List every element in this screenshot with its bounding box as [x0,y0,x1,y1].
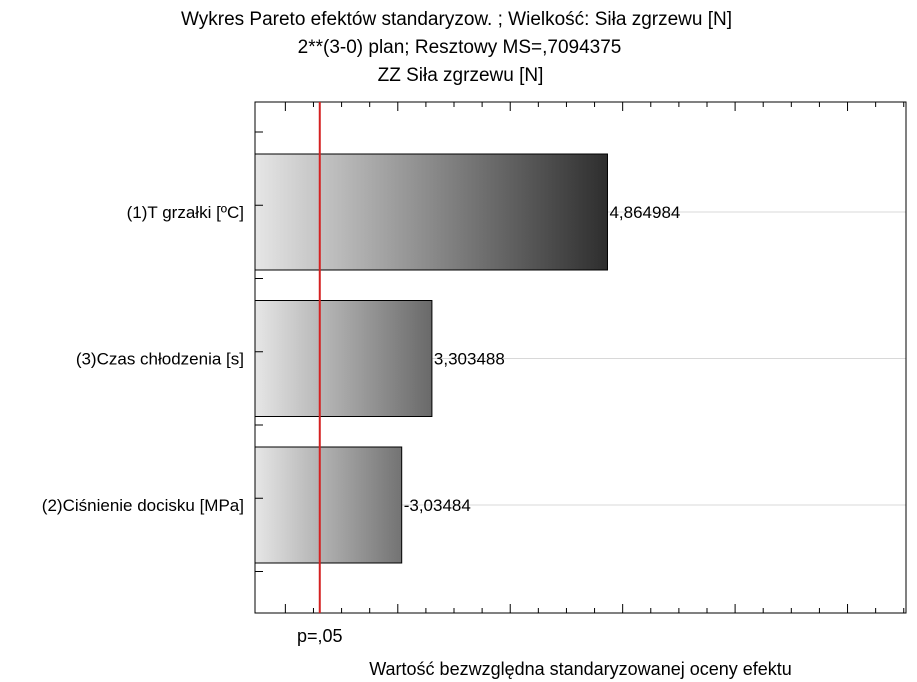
bar [254,153,608,271]
chart-title-line-2: 2**(3-0) plan; Resztowy MS=,7094375 [297,37,622,58]
chart-title-line-1: Wykres Pareto efektów standaryzow. ; Wie… [180,9,733,30]
bar [254,300,433,417]
significance-label: p=,05 [297,626,343,646]
bar-value-label: -3,03484 [404,496,471,515]
bar-value-label: 4,864984 [609,203,680,222]
category-label: (2)Ciśnienie docisku [MPa] [42,496,244,515]
category-label: (3)Czas chłodzenia [s] [76,350,244,369]
ticks [255,102,905,613]
plot-frame [254,101,907,614]
bar-value-label: 3,303488 [434,350,505,369]
chart-title-line-3: ZZ Siła zgrzewu [N] [377,65,544,86]
x-axis-label: Wartość bezwzględna standaryzowanej ocen… [369,659,792,679]
labels: 4,864984 (1)T grzałki [ºC] 3,303488 (3)Czas… [42,203,681,515]
bar [254,446,403,564]
bars [254,153,608,564]
category-label: (1)T grzałki [ºC] [127,203,244,222]
